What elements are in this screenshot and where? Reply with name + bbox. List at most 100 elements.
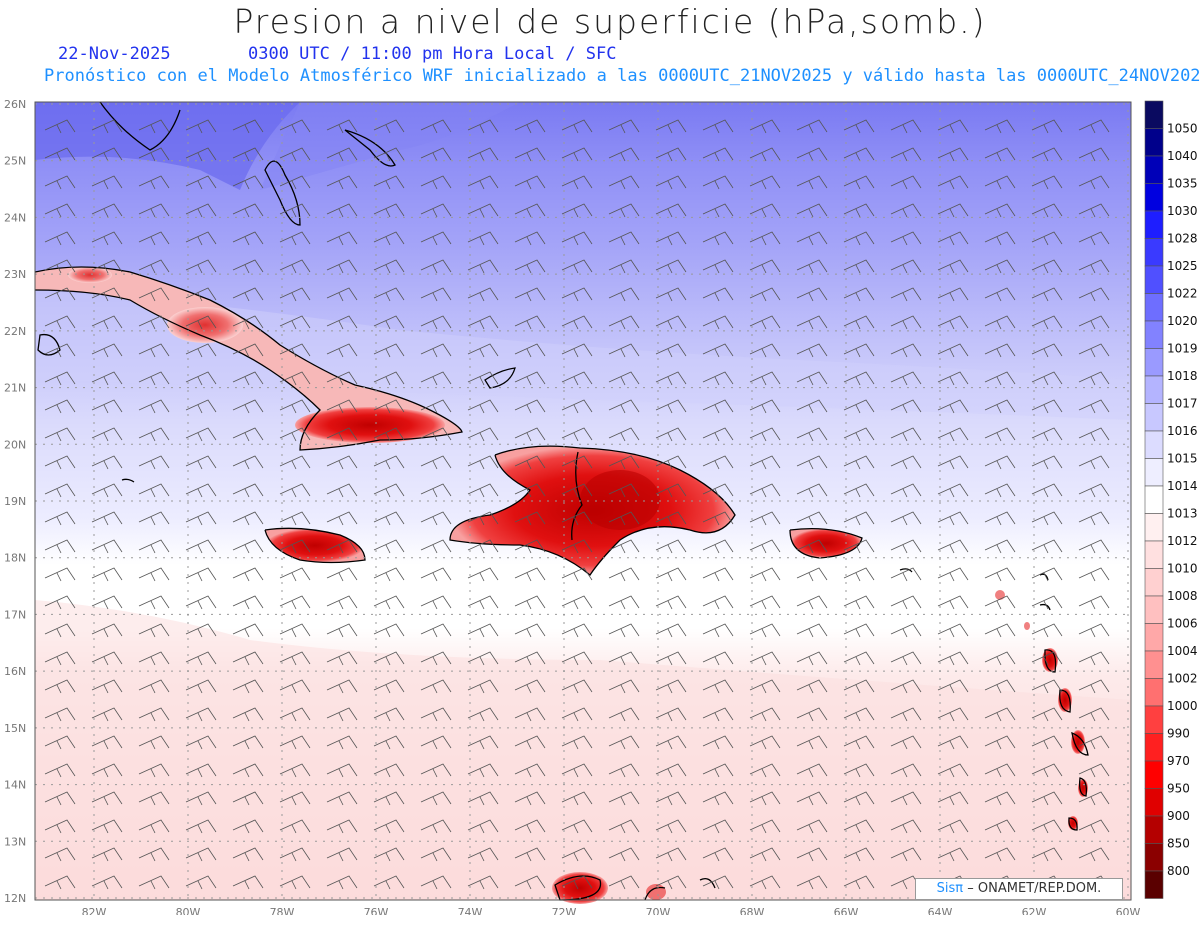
- wind-barb: [655, 371, 687, 386]
- wind-barb: [561, 791, 593, 806]
- wind-barb: [1078, 119, 1110, 134]
- lat-label: 26N: [4, 98, 26, 111]
- wind-barb: [1031, 763, 1063, 778]
- wind-barb: [326, 567, 358, 582]
- wind-barb: [373, 763, 405, 778]
- wind-barb: [749, 259, 781, 274]
- wind-barb: [702, 343, 734, 358]
- wind-barb: [326, 847, 358, 862]
- wind-barb: [937, 651, 969, 666]
- wind-barb: [514, 119, 546, 134]
- wind-barb: [1031, 427, 1063, 442]
- wind-barb: [561, 315, 593, 330]
- wind-barb: [749, 371, 781, 386]
- wind-barb: [420, 147, 452, 162]
- wind-barb: [937, 175, 969, 190]
- colorbar-label: 1004: [1167, 644, 1198, 658]
- wind-barb: [44, 287, 76, 302]
- wind-barb: [185, 287, 217, 302]
- wind-barb: [326, 707, 358, 722]
- wind-barb: [702, 511, 734, 526]
- wind-barb: [373, 231, 405, 246]
- wind-barb: [984, 231, 1016, 246]
- wind-barb: [702, 231, 734, 246]
- wind-barb: [890, 259, 922, 274]
- wind-barb: [984, 119, 1016, 134]
- wind-barb: [373, 511, 405, 526]
- wind-barb: [185, 791, 217, 806]
- wind-barb: [1078, 623, 1110, 638]
- wind-barb: [44, 791, 76, 806]
- wind-barb: [373, 735, 405, 750]
- wind-barb: [420, 651, 452, 666]
- wind-barb: [138, 819, 170, 834]
- lat-label: 17N: [4, 608, 26, 621]
- wind-barb: [91, 539, 123, 554]
- wind-barb: [232, 651, 264, 666]
- wind-barb: [843, 595, 875, 610]
- wind-barb: [514, 483, 546, 498]
- wind-barb: [326, 539, 358, 554]
- wind-barb: [91, 875, 123, 890]
- wind-barb: [796, 231, 828, 246]
- wind-barb: [44, 567, 76, 582]
- wind-barb: [843, 343, 875, 358]
- wind-barb: [44, 483, 76, 498]
- wind-barb: [843, 819, 875, 834]
- wind-barb: [702, 595, 734, 610]
- wind-barb: [608, 679, 640, 694]
- wind-barb: [185, 763, 217, 778]
- wind-barb: [749, 119, 781, 134]
- model-info: Pronóstico con el Modelo Atmosférico WRF…: [44, 66, 1200, 86]
- wind-barb: [937, 707, 969, 722]
- wind-barb: [1031, 371, 1063, 386]
- wind-barb: [326, 791, 358, 806]
- wind-barb: [702, 483, 734, 498]
- wind-barb: [702, 203, 734, 218]
- wind-barb: [326, 735, 358, 750]
- wind-barb: [185, 231, 217, 246]
- wind-barb: [608, 847, 640, 862]
- wind-barb: [91, 679, 123, 694]
- wind-barb: [326, 763, 358, 778]
- lat-axis: 26N 25N 24N 23N 22N 21N 20N 19N 18N 17N 16N 15N 14N 1…: [4, 98, 26, 905]
- wind-barb: [655, 735, 687, 750]
- wind-barb: [185, 427, 217, 442]
- wind-barb: [749, 623, 781, 638]
- lat-label: 18N: [4, 552, 26, 565]
- wind-barb: [749, 651, 781, 666]
- wind-barb: [749, 511, 781, 526]
- wind-barb: [467, 875, 499, 890]
- wind-barb: [796, 539, 828, 554]
- wind-barb: [467, 175, 499, 190]
- colorbar-swatch: [1144, 100, 1164, 129]
- wind-barb: [279, 511, 311, 526]
- wind-barb: [1031, 511, 1063, 526]
- lon-label: 82W: [82, 906, 107, 915]
- wind-barb: [796, 315, 828, 330]
- wind-barb: [1078, 343, 1110, 358]
- wind-barb: [138, 455, 170, 470]
- wind-barb: [373, 287, 405, 302]
- wind-barb: [608, 203, 640, 218]
- wind-barb: [373, 483, 405, 498]
- wind-barb: [420, 259, 452, 274]
- wind-barb: [185, 175, 217, 190]
- wind-barb: [44, 231, 76, 246]
- colorbar-swatch: [1144, 403, 1164, 432]
- logo-text: – ONAMET/REP.DOM.: [967, 881, 1102, 896]
- wind-barb: [843, 623, 875, 638]
- lat-label: 13N: [4, 835, 26, 848]
- wind-barb: [467, 315, 499, 330]
- wind-barb: [984, 679, 1016, 694]
- wind-barb: [608, 791, 640, 806]
- wind-barb: [138, 735, 170, 750]
- wind-barb: [890, 791, 922, 806]
- wind-barb: [232, 483, 264, 498]
- wind-barb: [937, 735, 969, 750]
- wind-barb: [702, 819, 734, 834]
- wind-barb: [232, 819, 264, 834]
- wind-barb: [984, 819, 1016, 834]
- colorbar-label: 900: [1167, 809, 1190, 823]
- wind-barb: [749, 875, 781, 890]
